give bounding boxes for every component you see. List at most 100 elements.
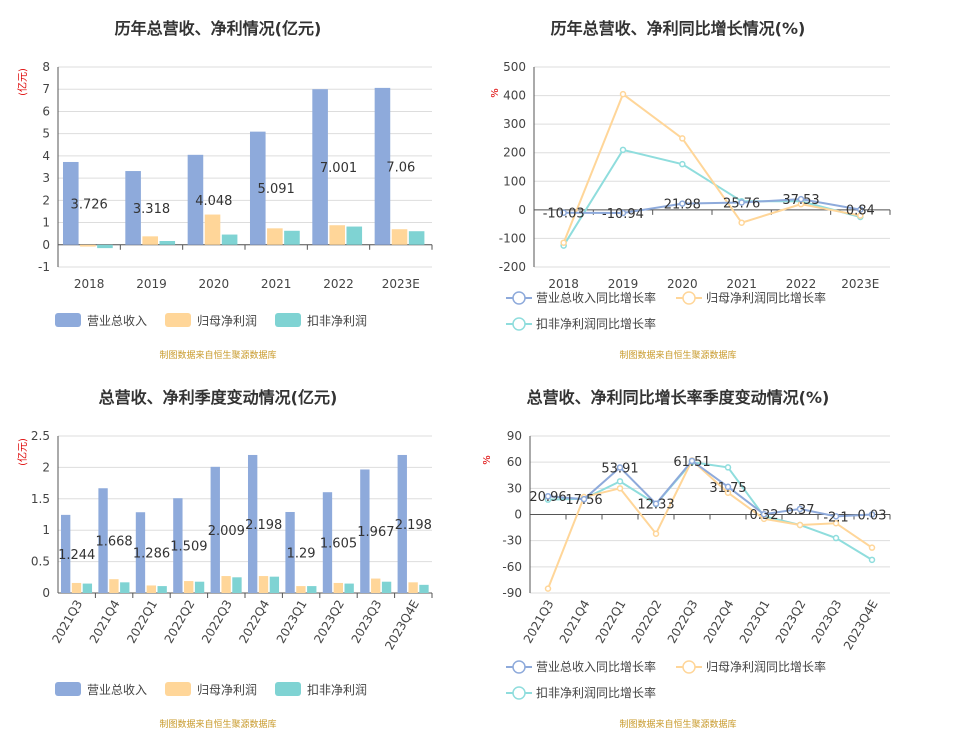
bar-营业总收入[interactable]: [374, 87, 391, 245]
bar-营业总收入[interactable]: [187, 154, 204, 245]
bar-归母净利润[interactable]: [391, 229, 408, 245]
data-point[interactable]: [796, 505, 804, 513]
data-point[interactable]: [857, 206, 864, 213]
legend-label[interactable]: 归母净利润: [197, 314, 257, 328]
legend-swatch[interactable]: [275, 682, 301, 696]
legend[interactable]: 营业总收入 归母净利润 扣非净利润: [55, 313, 367, 328]
data-point[interactable]: [679, 135, 686, 142]
legend-swatch[interactable]: [55, 313, 81, 327]
data-point[interactable]: [738, 199, 745, 206]
legend-label[interactable]: 扣非净利润: [307, 314, 367, 328]
bar-扣非净利润[interactable]: [381, 581, 392, 593]
bar-归母净利润[interactable]: [221, 576, 231, 593]
data-point[interactable]: [619, 90, 627, 98]
bar-营业总收入[interactable]: [249, 131, 266, 245]
bar-营业总收入[interactable]: [285, 511, 295, 593]
legend-label[interactable]: 扣非净利润: [307, 683, 367, 697]
bar-扣非净利润[interactable]: [97, 244, 113, 249]
bar-归母净利润[interactable]: [184, 581, 194, 593]
legend-label[interactable]: 归母净利润: [197, 683, 257, 697]
data-point[interactable]: [560, 239, 567, 246]
bar-营业总收入[interactable]: [98, 488, 108, 593]
bar-归母净利润[interactable]: [267, 228, 283, 245]
bar-营业总收入[interactable]: [360, 469, 370, 593]
bar-归母净利润[interactable]: [371, 578, 381, 593]
bar-营业总收入[interactable]: [247, 454, 258, 593]
legend-swatch[interactable]: [275, 313, 301, 327]
bar-营业总收入[interactable]: [125, 171, 141, 245]
bar-扣非净利润[interactable]: [284, 230, 300, 245]
data-point[interactable]: [857, 212, 864, 219]
bar-归母净利润[interactable]: [329, 225, 345, 245]
bar-归母净利润[interactable]: [408, 582, 418, 593]
bar-扣非净利润[interactable]: [194, 581, 205, 593]
legend-label[interactable]: 营业总收入: [87, 314, 147, 328]
bar-扣非净利润[interactable]: [344, 583, 354, 593]
data-point[interactable]: [832, 519, 840, 527]
data-point[interactable]: [868, 511, 876, 518]
legend-label[interactable]: 扣非净利润同比增长率: [536, 316, 656, 331]
bar-扣非净利润[interactable]: [120, 582, 130, 593]
bar-扣非净利润[interactable]: [346, 226, 363, 245]
bar-扣非净利润[interactable]: [157, 586, 167, 593]
data-point[interactable]: [797, 195, 805, 203]
data-point[interactable]: [652, 500, 660, 507]
data-point[interactable]: [832, 534, 840, 542]
bar-营业总收入[interactable]: [173, 498, 183, 593]
bar-扣非净利润[interactable]: [307, 586, 317, 593]
data-point[interactable]: [688, 457, 696, 465]
data-point[interactable]: [679, 200, 686, 207]
data-point[interactable]: [760, 510, 768, 518]
bar-归母净利润[interactable]: [204, 214, 221, 245]
data-point[interactable]: [616, 464, 624, 471]
legend-swatch[interactable]: [165, 682, 191, 696]
bar-营业总收入[interactable]: [135, 512, 146, 593]
legend-swatch-marker[interactable]: [512, 291, 526, 305]
data-point[interactable]: [868, 544, 876, 551]
legend[interactable]: 营业总收入 归母净利润 扣非净利润: [55, 682, 367, 697]
data-point[interactable]: [616, 485, 624, 492]
legend-label[interactable]: 归母净利润同比增长率: [706, 290, 826, 305]
legend-swatch[interactable]: [165, 313, 191, 327]
data-point[interactable]: [724, 489, 732, 496]
bar-归母净利润[interactable]: [71, 582, 82, 593]
data-point[interactable]: [868, 556, 876, 564]
data-point[interactable]: [652, 530, 660, 537]
data-point[interactable]: [619, 209, 627, 217]
bar-归母净利润[interactable]: [296, 586, 306, 593]
legend-swatch-marker[interactable]: [682, 291, 696, 305]
bar-归母净利润[interactable]: [80, 244, 96, 247]
legend-swatch-marker[interactable]: [512, 686, 526, 700]
legend-label[interactable]: 归母净利润同比增长率: [706, 659, 826, 674]
bar-营业总收入[interactable]: [60, 514, 71, 593]
data-point[interactable]: [544, 585, 552, 592]
data-point[interactable]: [560, 209, 567, 216]
legend-label[interactable]: 营业总收入同比增长率: [536, 659, 656, 674]
data-point[interactable]: [580, 495, 588, 503]
bar-扣非净利润[interactable]: [221, 234, 238, 245]
bar-归母净利润[interactable]: [333, 582, 343, 593]
legend-swatch-marker[interactable]: [512, 317, 526, 331]
bar-归母净利润[interactable]: [258, 576, 269, 593]
data-point[interactable]: [724, 464, 732, 471]
data-point[interactable]: [679, 160, 686, 168]
data-point[interactable]: [616, 478, 624, 485]
data-point[interactable]: [738, 219, 745, 226]
legend-swatch-marker[interactable]: [682, 660, 696, 674]
bar-扣非净利润[interactable]: [232, 577, 242, 593]
bar-营业总收入[interactable]: [210, 466, 220, 593]
legend-swatch[interactable]: [55, 682, 81, 696]
data-point[interactable]: [796, 521, 804, 529]
legend-label[interactable]: 营业总收入同比增长率: [536, 290, 656, 305]
bar-营业总收入[interactable]: [322, 492, 333, 593]
bar-扣非净利润[interactable]: [269, 576, 280, 593]
bar-营业总收入[interactable]: [397, 454, 407, 593]
bar-归母净利润[interactable]: [109, 579, 119, 593]
bar-营业总收入[interactable]: [62, 161, 79, 245]
data-point[interactable]: [832, 513, 840, 520]
data-point[interactable]: [724, 483, 732, 491]
bar-扣非净利润[interactable]: [159, 241, 176, 245]
bar-扣非净利润[interactable]: [408, 231, 425, 245]
